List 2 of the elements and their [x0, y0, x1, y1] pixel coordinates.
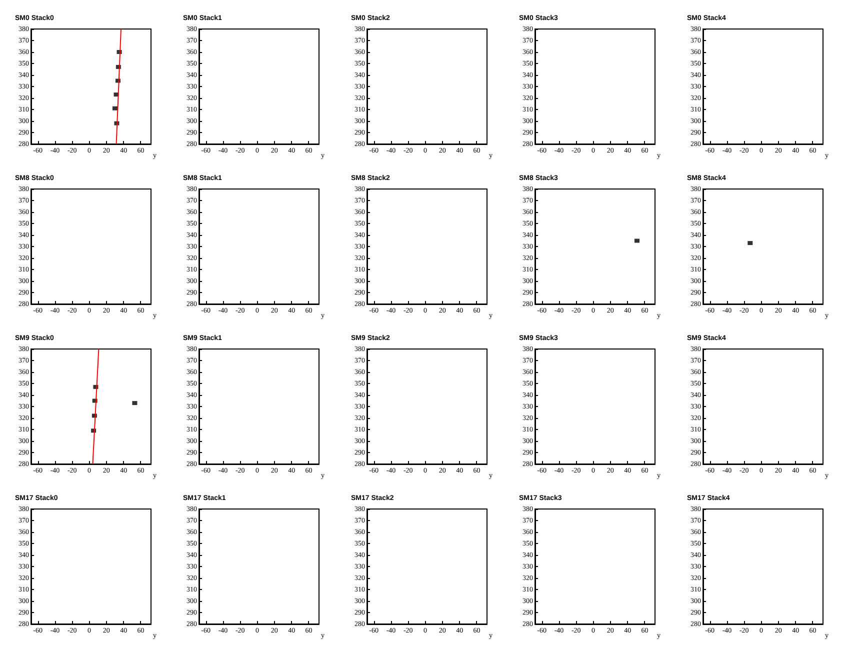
point: [132, 401, 138, 406]
point: [112, 106, 118, 110]
